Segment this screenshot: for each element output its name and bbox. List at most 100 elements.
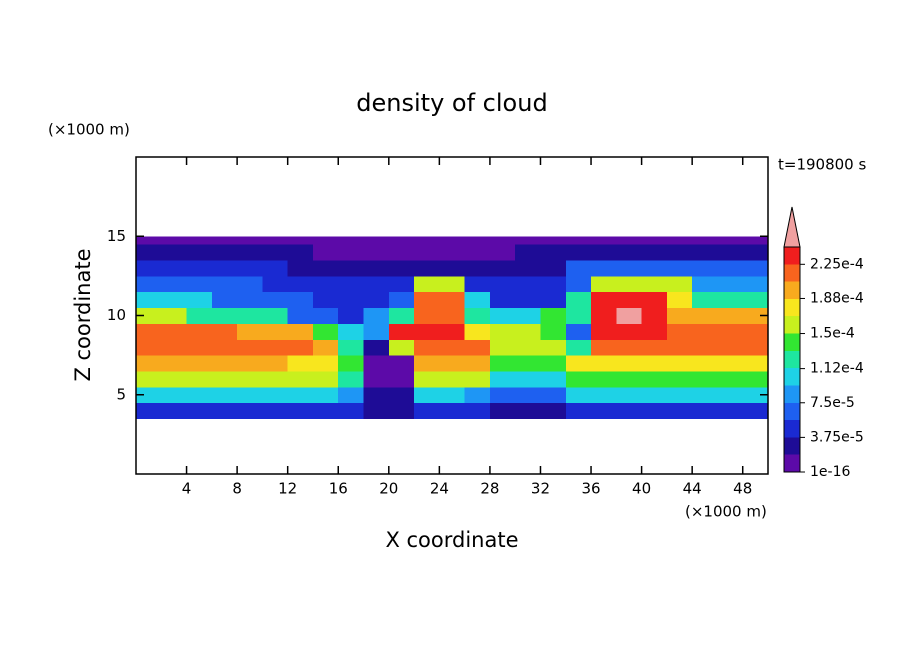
cell xyxy=(338,339,365,356)
cell xyxy=(262,236,289,245)
cell xyxy=(287,260,314,277)
cell xyxy=(692,236,718,245)
cell xyxy=(742,323,769,340)
cell xyxy=(439,260,466,277)
cell xyxy=(565,370,592,388)
y-axis-label: Z coordinate xyxy=(71,248,95,381)
cell xyxy=(287,355,314,372)
cell xyxy=(211,355,238,372)
cell xyxy=(742,402,769,420)
cell xyxy=(338,307,365,324)
cell xyxy=(591,355,617,372)
cell xyxy=(515,339,541,356)
cell xyxy=(489,260,516,277)
cell xyxy=(692,275,718,293)
cell xyxy=(742,339,769,356)
cell xyxy=(717,323,744,340)
cell xyxy=(363,260,390,277)
chart-title: density of cloud xyxy=(356,89,547,117)
cell xyxy=(287,323,314,340)
cell xyxy=(717,307,744,324)
cell xyxy=(287,386,314,404)
cell xyxy=(388,291,415,309)
cell xyxy=(515,236,541,245)
cell xyxy=(515,244,541,261)
cell xyxy=(717,291,744,309)
y-tick-label: 5 xyxy=(116,385,126,403)
cell xyxy=(565,244,592,261)
cell xyxy=(591,402,617,420)
cell xyxy=(136,386,162,404)
cell xyxy=(312,260,339,277)
cell xyxy=(717,386,744,404)
cell xyxy=(717,402,744,420)
y-tick-label: 15 xyxy=(107,227,126,245)
cell xyxy=(515,402,541,420)
cell xyxy=(338,370,365,388)
cell xyxy=(742,355,769,372)
cell xyxy=(312,291,339,309)
cell xyxy=(186,402,213,420)
cell xyxy=(591,275,617,293)
cell xyxy=(464,339,491,356)
cell xyxy=(262,291,289,309)
cell xyxy=(312,323,339,340)
cell xyxy=(312,386,339,404)
cell xyxy=(312,339,339,356)
time-label: t=190800 s xyxy=(778,156,866,174)
cell xyxy=(464,323,491,340)
cell xyxy=(161,339,188,356)
cell xyxy=(591,260,617,277)
cell xyxy=(616,386,643,404)
cell xyxy=(464,291,491,309)
x-tick-label: 20 xyxy=(379,480,398,498)
cell xyxy=(515,275,541,293)
x-unit: (×1000 m) xyxy=(685,503,767,521)
cell xyxy=(666,291,693,309)
colorbar-tick-label: 1.88e-4 xyxy=(810,290,864,306)
colorbar-tick-label: 2.25e-4 xyxy=(810,256,864,272)
cell xyxy=(439,402,466,420)
cell xyxy=(489,236,516,245)
cell xyxy=(388,323,415,340)
cell xyxy=(388,236,415,245)
cell xyxy=(237,355,263,372)
cell xyxy=(211,386,238,404)
cell xyxy=(312,236,339,245)
cell xyxy=(414,355,440,372)
cell xyxy=(591,236,617,245)
cell xyxy=(641,307,668,324)
cell xyxy=(186,307,213,324)
colorbar-extend xyxy=(783,206,801,248)
cell xyxy=(742,275,769,293)
cell xyxy=(692,386,718,404)
cell xyxy=(540,355,567,372)
cell xyxy=(489,386,516,404)
cell xyxy=(641,291,668,309)
cell xyxy=(515,386,541,404)
colorbar-band xyxy=(784,316,800,334)
x-tick-label: 36 xyxy=(581,480,600,498)
cell xyxy=(464,236,491,245)
cell xyxy=(591,323,617,340)
cell xyxy=(363,370,390,388)
cell xyxy=(312,355,339,372)
cell xyxy=(211,236,238,245)
colorbar-band xyxy=(784,437,800,455)
cell xyxy=(439,291,466,309)
cell xyxy=(666,260,693,277)
cell xyxy=(464,355,491,372)
colorbar-frame xyxy=(783,246,801,473)
cell xyxy=(692,291,718,309)
cell xyxy=(136,402,162,420)
cell xyxy=(666,244,693,261)
cell xyxy=(161,236,188,245)
cell xyxy=(641,339,668,356)
colorbar-band xyxy=(784,402,800,421)
cell xyxy=(742,260,769,277)
cell xyxy=(211,260,238,277)
x-tick-label: 44 xyxy=(683,480,702,498)
x-tick-label: 24 xyxy=(430,480,449,498)
cell xyxy=(312,402,339,420)
cell xyxy=(489,291,516,309)
